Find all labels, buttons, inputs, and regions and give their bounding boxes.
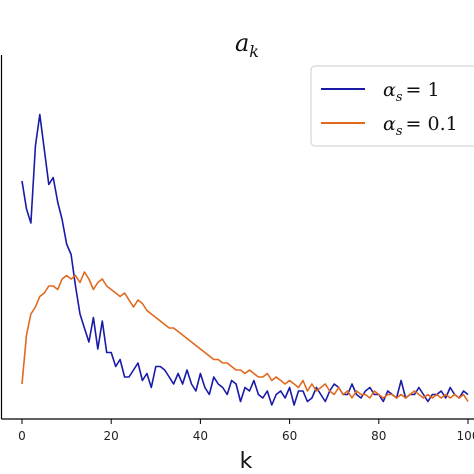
legend: αs = 1 αs = 0.1 xyxy=(310,65,474,147)
x-axis-label: k xyxy=(240,449,253,474)
series-line-1 xyxy=(21,113,469,406)
x-tick-label: 40 xyxy=(193,429,208,443)
title-subscript: k xyxy=(249,42,259,61)
x-tick-label: 100 xyxy=(457,429,474,443)
x-axis-ticks: 0 20 40 60 80 100 xyxy=(18,419,474,443)
title-base: a xyxy=(235,29,249,57)
legend-box xyxy=(310,65,474,147)
chart-title: ak xyxy=(235,29,259,61)
x-tick-label: 0 xyxy=(18,429,26,443)
legend-label-2: αs = 0.1 xyxy=(383,113,458,139)
x-tick-label: 20 xyxy=(104,429,119,443)
x-tick-label: 80 xyxy=(371,429,386,443)
series-lines xyxy=(21,113,469,406)
x-tick-label: 60 xyxy=(282,429,297,443)
legend-label-1: αs = 1 xyxy=(383,79,440,105)
series-line-2 xyxy=(21,271,469,402)
